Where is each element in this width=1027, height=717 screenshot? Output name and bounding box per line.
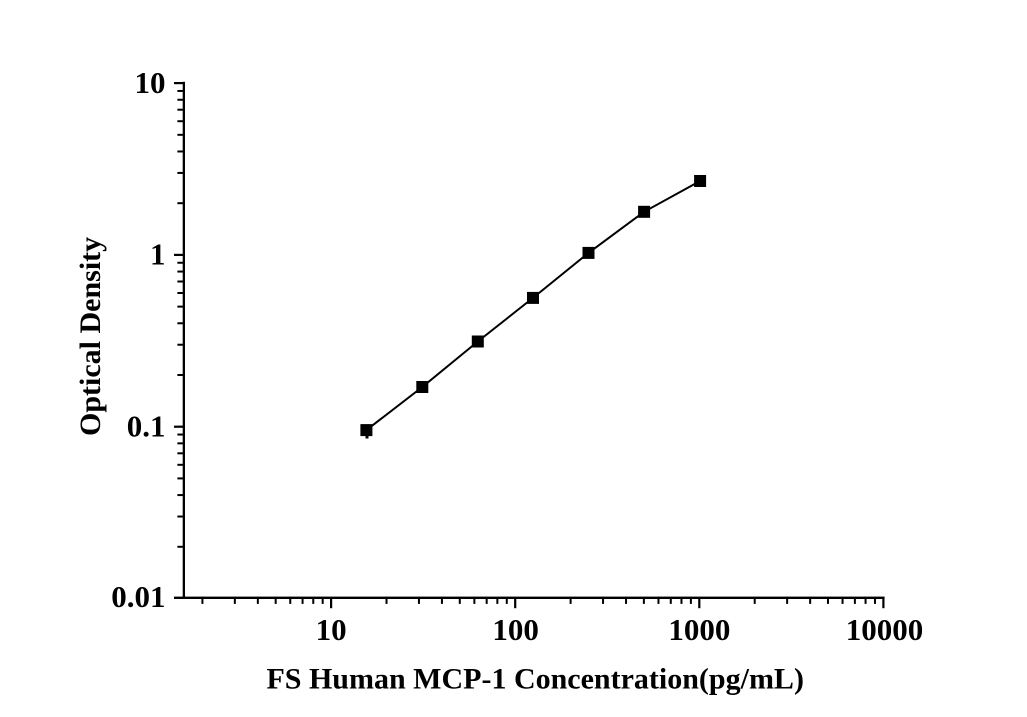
svg-text:0.1: 0.1: [127, 408, 166, 443]
svg-text:10000: 10000: [846, 612, 924, 647]
svg-text:10: 10: [316, 612, 347, 647]
svg-text:FS Human MCP-1 Concentration(p: FS Human MCP-1 Concentration(pg/mL): [266, 663, 803, 696]
svg-text:100: 100: [492, 612, 539, 647]
svg-text:1: 1: [150, 237, 166, 272]
svg-text:10: 10: [135, 65, 166, 100]
svg-text:0.01: 0.01: [111, 579, 165, 614]
svg-text:Optical Density: Optical Density: [74, 237, 107, 436]
svg-text:1000: 1000: [668, 612, 730, 647]
